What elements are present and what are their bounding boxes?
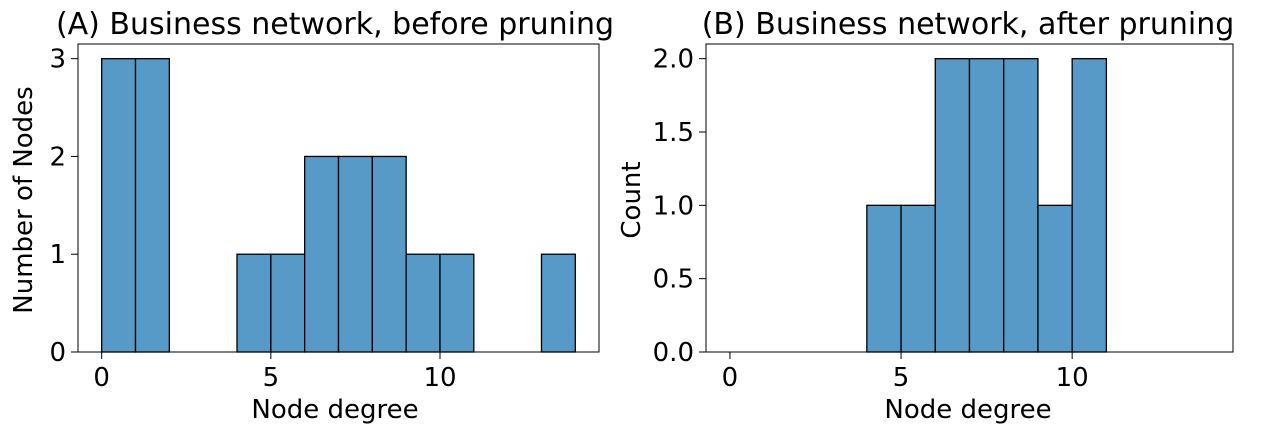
histogram-bar [371, 155, 407, 353]
histogram-bar [968, 58, 1005, 353]
y-tick-label: 1 [49, 240, 66, 270]
x-tick-label: 10 [423, 363, 456, 393]
histogram-bar [1071, 58, 1108, 353]
x-tick-label: 0 [93, 363, 110, 393]
y-tick-label: 0.0 [653, 338, 694, 368]
y-tick-label: 2.0 [653, 45, 694, 75]
histogram-bar [337, 155, 373, 353]
x-ticks: 0 5 10 [722, 352, 1089, 393]
y-ticks: 0.0 0.5 1.0 1.5 2.0 [653, 45, 706, 368]
chart-panel-b: (B) Business network, after pruning Coun… [617, 7, 1234, 425]
plot-frame [77, 43, 600, 353]
histogram-bar [540, 253, 576, 353]
y-axis-label: Count [617, 161, 647, 238]
histogram-bar [1003, 58, 1039, 353]
x-tick-label: 5 [263, 363, 280, 393]
bar-group [101, 58, 576, 353]
y-axis-label: Number of Nodes [9, 86, 39, 313]
histogram-bar [236, 253, 272, 353]
histogram-bar [270, 253, 306, 353]
histogram-bar [1037, 204, 1073, 353]
y-tick-label: 2 [49, 142, 66, 172]
y-tick-label: 0 [49, 338, 66, 368]
histogram-bar [866, 204, 902, 353]
histogram-bar [439, 253, 475, 353]
y-tick-label: 0.5 [653, 265, 694, 295]
y-ticks: 0 1 2 3 [49, 45, 78, 368]
chart-title: (B) Business network, after pruning [702, 7, 1235, 42]
histogram-bar [900, 204, 936, 353]
histogram-bar [101, 58, 137, 353]
x-tick-label: 10 [1056, 363, 1089, 393]
x-tick-label: 5 [893, 363, 910, 393]
y-tick-label: 3 [49, 45, 66, 75]
histogram-bar [934, 58, 971, 353]
x-ticks: 0 5 10 [93, 352, 457, 393]
x-axis-label: Node degree [251, 395, 418, 425]
x-tick-label: 0 [722, 363, 739, 393]
y-tick-label: 1.0 [653, 191, 694, 221]
histogram-bar [304, 155, 340, 353]
y-tick-label: 1.5 [653, 118, 694, 148]
histogram-bar [405, 253, 441, 353]
x-axis-label: Node degree [884, 395, 1051, 425]
bar-group [866, 58, 1108, 353]
plot-frame [705, 43, 1234, 353]
chart-panel-a: (A) Business network, before pruning Num… [9, 7, 614, 425]
histogram-bar [134, 58, 170, 353]
chart-title: (A) Business network, before pruning [56, 7, 614, 42]
